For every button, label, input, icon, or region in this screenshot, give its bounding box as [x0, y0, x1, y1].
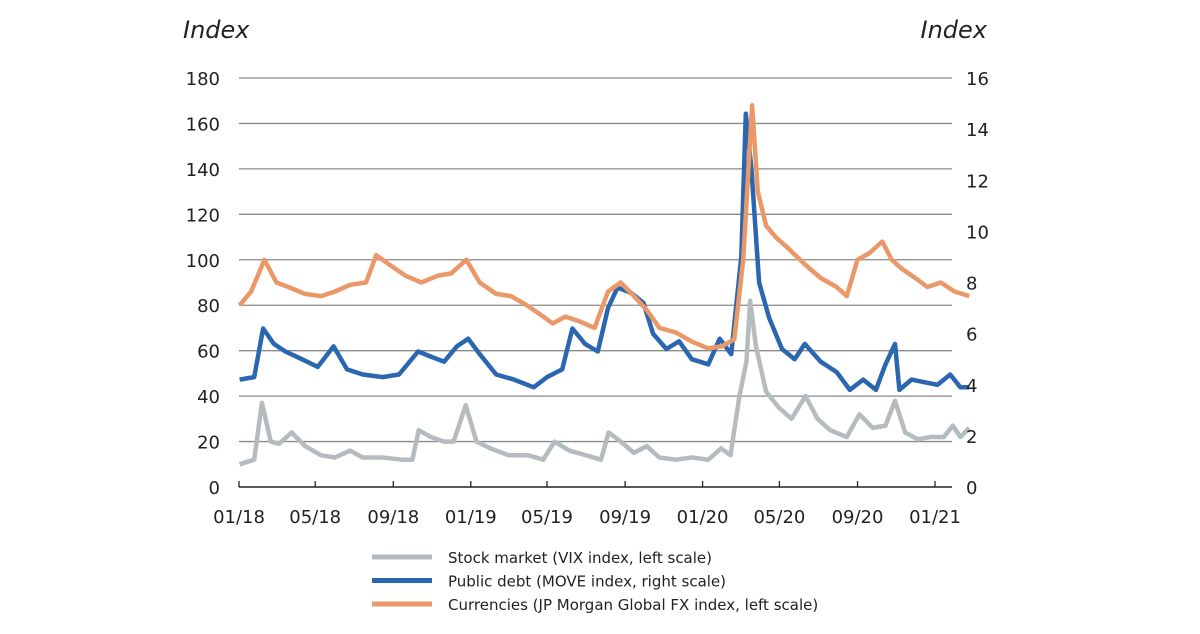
x-tick-label: 05/20	[753, 507, 805, 528]
left-tick-label: 20	[197, 433, 220, 454]
left-tick-label: 0	[209, 478, 220, 499]
right-tick-label: 0	[966, 478, 977, 499]
right-axis-label: Index	[921, 16, 988, 44]
legend-label-1: Public debt (MOVE index, right scale)	[448, 573, 726, 591]
x-tick-label: 01/20	[677, 507, 729, 528]
x-tick-label: 09/20	[832, 507, 884, 528]
left-tick-label: 120	[186, 205, 220, 226]
right-tick-label: 4	[966, 376, 977, 397]
left-tick-label: 160	[186, 114, 220, 135]
right-tick-label: 10	[966, 222, 989, 243]
x-tick-label: 01/21	[909, 507, 961, 528]
right-tick-label: 16	[966, 69, 989, 90]
series-line-1	[239, 111, 970, 393]
left-tick-label: 180	[186, 69, 220, 90]
left-tick-label: 60	[197, 342, 220, 363]
series-line-0	[238, 298, 971, 467]
x-tick-label: 01/18	[213, 507, 265, 528]
x-tick-label: 09/19	[599, 507, 651, 528]
right-tick-label: 8	[966, 274, 977, 295]
right-tick-label: 6	[966, 325, 977, 346]
left-tick-label: 100	[186, 251, 220, 272]
right-tick-label: 14	[966, 120, 989, 141]
left-tick-label: 40	[197, 387, 220, 408]
series-line-2	[237, 103, 970, 351]
x-tick-label: 05/19	[521, 507, 573, 528]
left-tick-label: 80	[197, 296, 220, 317]
left-axis-label: Index	[183, 16, 250, 44]
legend-label-2: Currencies (JP Morgan Global FX index, l…	[448, 596, 818, 614]
legend-label-0: Stock market (VIX index, left scale)	[448, 549, 712, 567]
right-tick-label: 12	[966, 171, 989, 192]
x-tick-label: 09/18	[367, 507, 419, 528]
x-tick-label: 05/18	[289, 507, 341, 528]
x-tick-label: 01/19	[445, 507, 497, 528]
left-tick-label: 140	[186, 160, 220, 181]
right-tick-label: 2	[966, 427, 977, 448]
